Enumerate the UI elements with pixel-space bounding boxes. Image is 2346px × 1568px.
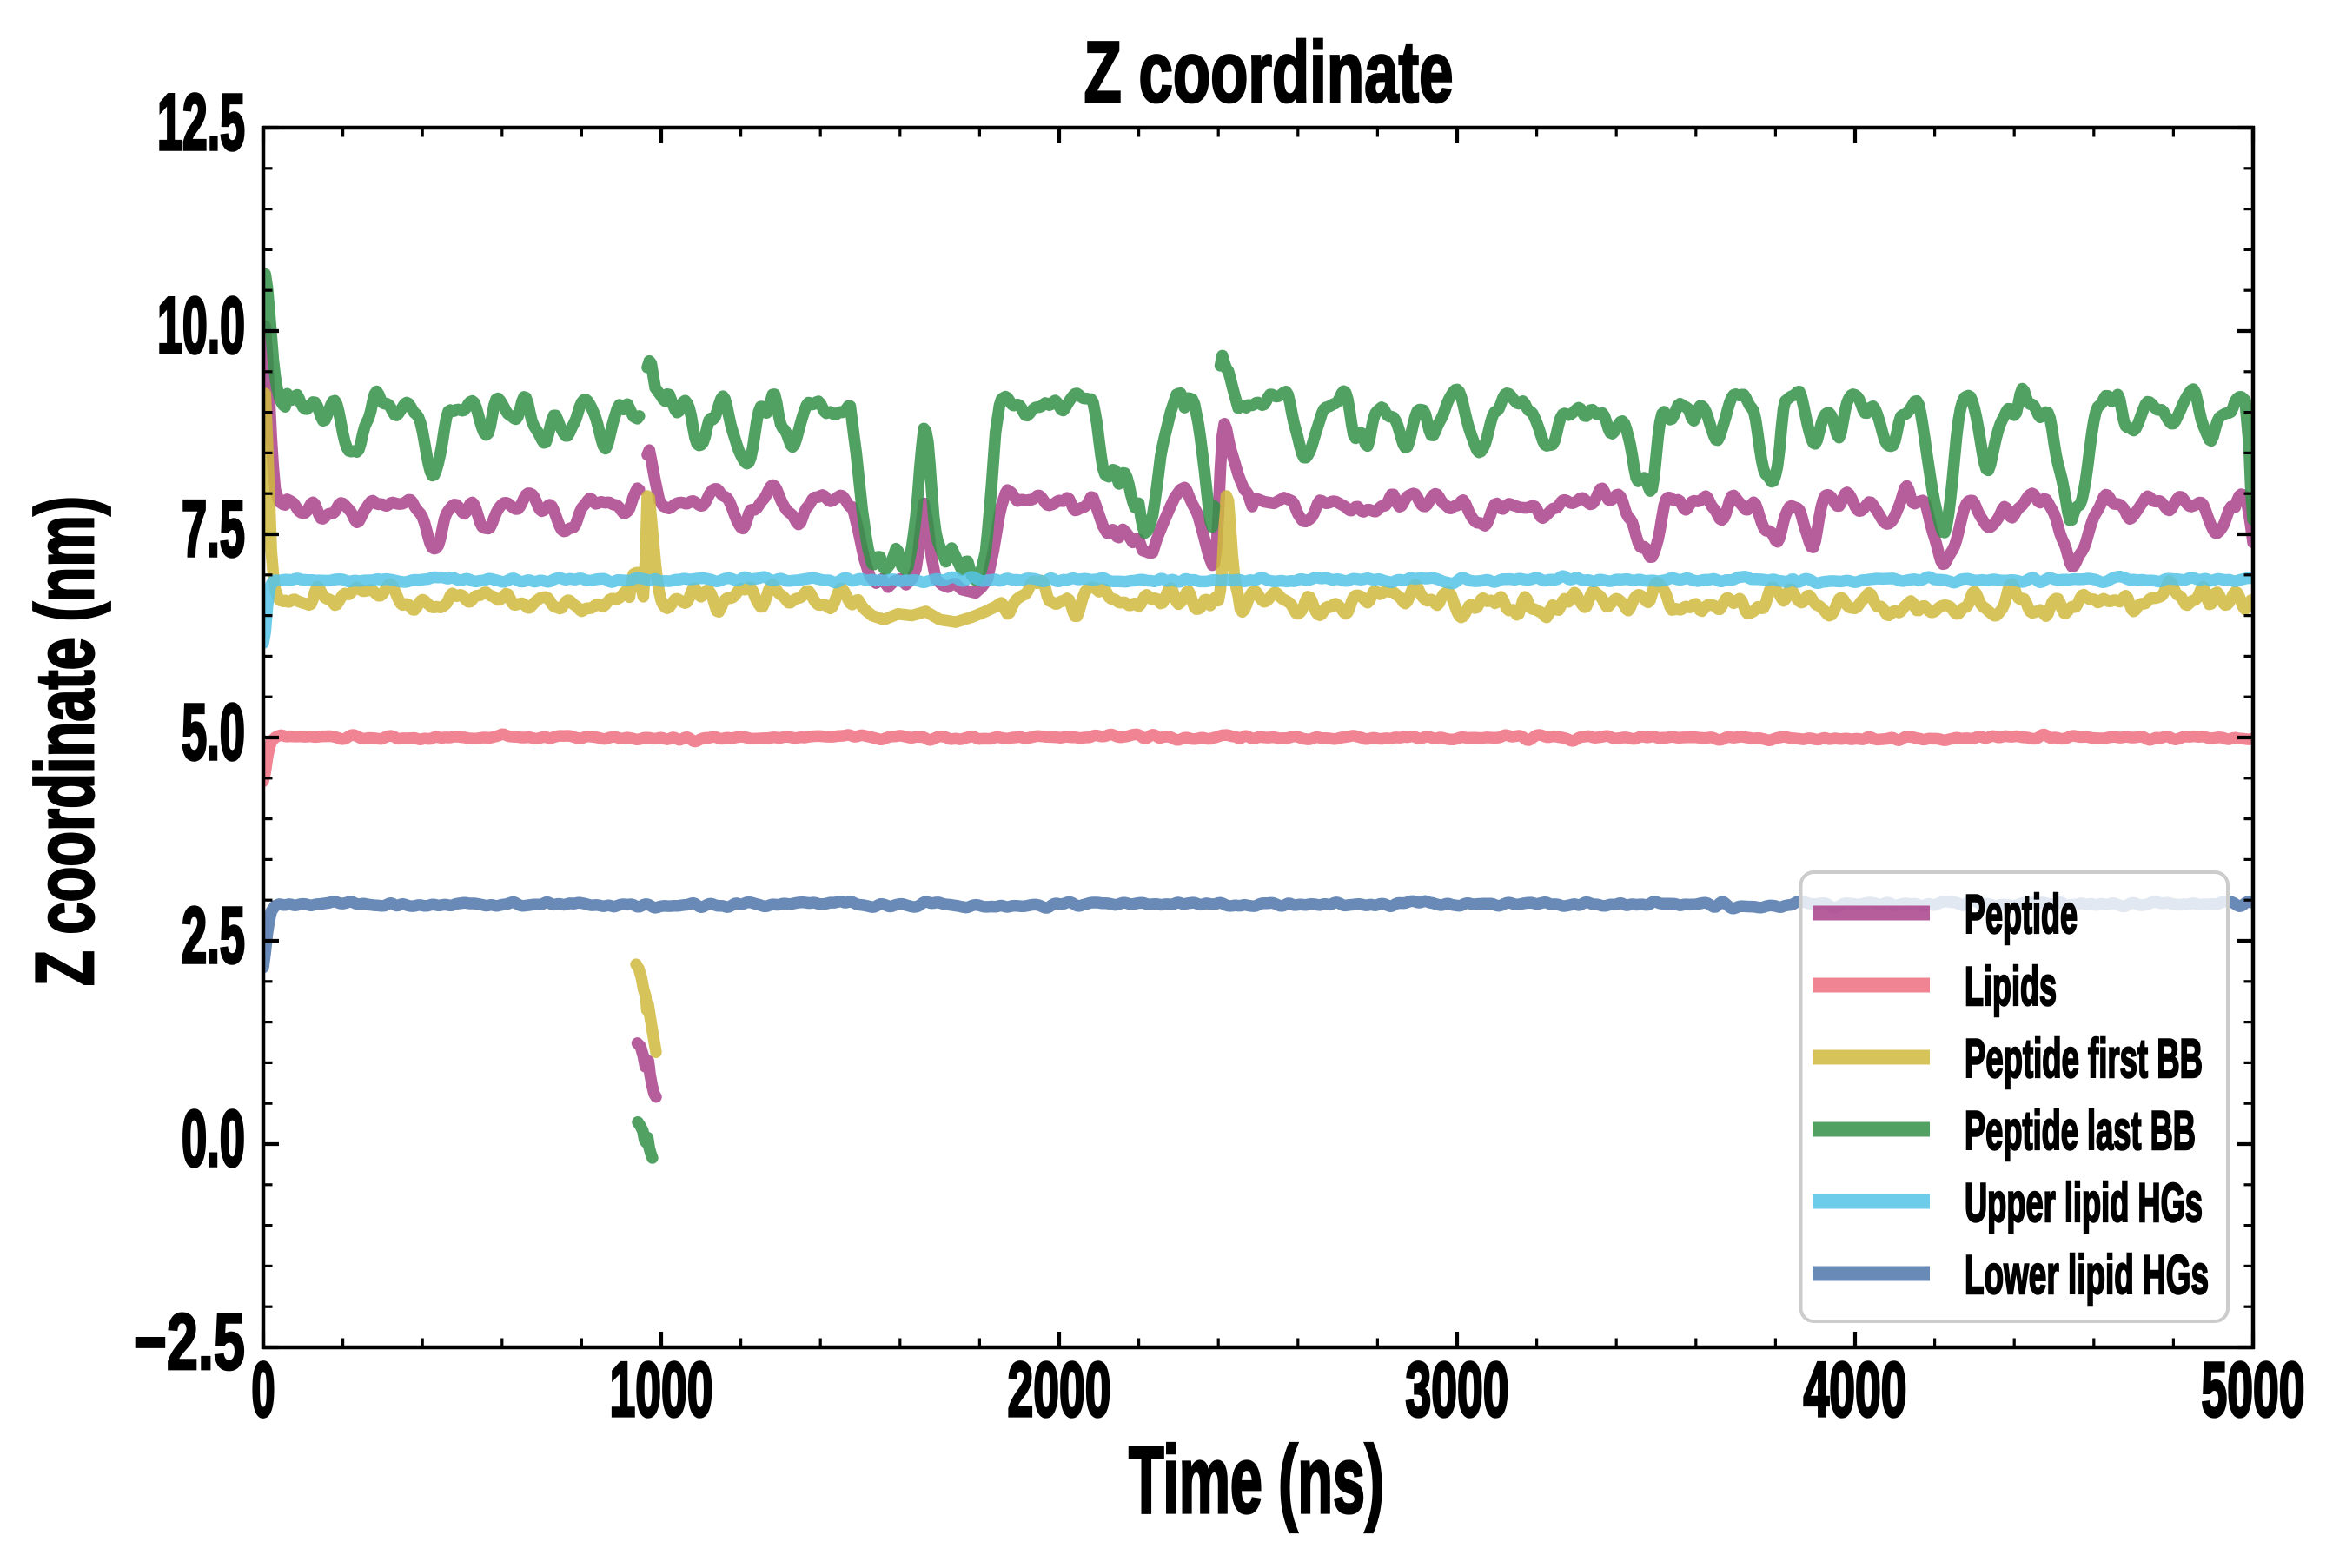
svg-text:2000: 2000 <box>1008 1346 1111 1432</box>
svg-text:1000: 1000 <box>610 1346 713 1432</box>
svg-text:7.5: 7.5 <box>182 483 245 572</box>
svg-text:4000: 4000 <box>1804 1346 1907 1432</box>
svg-text:5000: 5000 <box>2202 1346 2305 1432</box>
svg-text:0.0: 0.0 <box>182 1093 245 1182</box>
svg-text:Z coordinate (nm): Z coordinate (nm) <box>20 496 111 986</box>
svg-text:2.5: 2.5 <box>182 890 245 979</box>
svg-text:Time (ns): Time (ns) <box>1129 1427 1384 1533</box>
svg-text:3000: 3000 <box>1406 1346 1509 1432</box>
svg-text:Peptide last BB: Peptide last BB <box>1965 1099 2196 1161</box>
svg-text:Lipids: Lipids <box>1965 956 2057 1017</box>
svg-text:Peptide: Peptide <box>1965 884 2078 945</box>
svg-text:Peptide first BB: Peptide first BB <box>1965 1027 2203 1088</box>
svg-text:10.0: 10.0 <box>157 280 245 369</box>
svg-text:−2.5: −2.5 <box>134 1297 245 1386</box>
svg-text:5.0: 5.0 <box>182 686 245 776</box>
svg-text:12.5: 12.5 <box>157 76 245 166</box>
svg-text:0: 0 <box>251 1347 275 1433</box>
svg-text:Upper lipid HGs: Upper lipid HGs <box>1965 1171 2203 1233</box>
svg-text:Z coordinate: Z coordinate <box>1084 24 1454 120</box>
svg-text:Lower lipid HGs: Lower lipid HGs <box>1965 1244 2209 1306</box>
